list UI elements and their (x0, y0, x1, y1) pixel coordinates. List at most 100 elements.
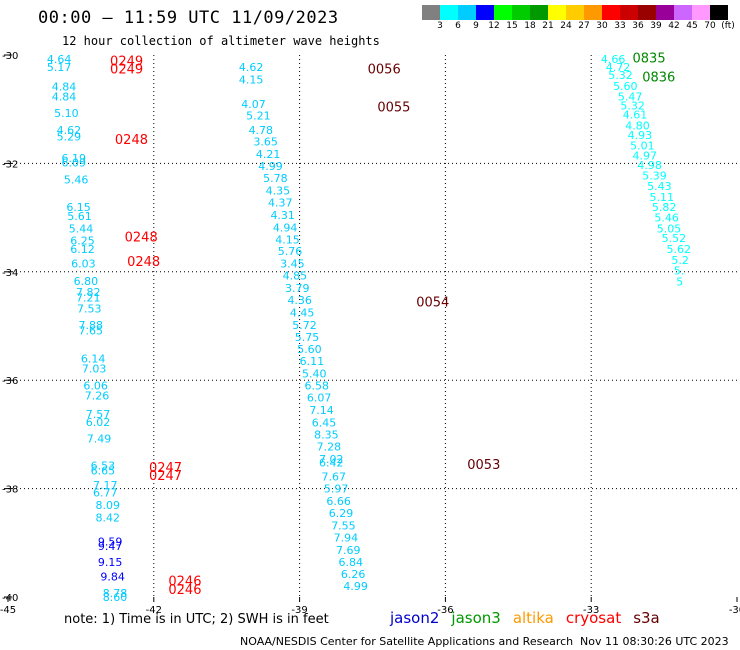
wave-height-value: 5.60 (613, 80, 638, 93)
wave-height-value: 4.84 (52, 91, 77, 104)
longitude-label: -39 (291, 605, 307, 616)
latitude-label: -38 (2, 485, 18, 496)
colorbar-swatch (656, 5, 674, 20)
wave-height-value: 5.40 (302, 368, 327, 381)
wave-height-value: 6.07 (307, 392, 332, 405)
wave-height-value: 4.07 (241, 98, 266, 111)
wave-height-value: 4.62 (57, 124, 82, 137)
legend-satellite-s3a: s3a (633, 609, 660, 627)
footer-timestamp: Nov 11 08:30:26 UTC 2023 (580, 635, 729, 648)
wave-height-value: 4.15 (239, 73, 264, 86)
colorbar-swatch (566, 5, 584, 20)
colorbar-tick-label: 3 (437, 21, 443, 31)
wave-height-value: 9.59 (98, 536, 123, 549)
wave-height-value: 5.11 (650, 191, 675, 204)
colorbar-swatch (494, 5, 512, 20)
colorbar-tick-label: 70 (704, 21, 716, 31)
colorbar-swatch (440, 5, 458, 20)
wave-height-value: 6.03 (71, 258, 96, 271)
wave-height-value: 8.78 (103, 587, 128, 600)
wave-height-value: 6.53 (91, 459, 116, 472)
colorbar-swatch (620, 5, 638, 20)
colorbar-swatch (422, 5, 440, 20)
wave-height-value: 4.62 (239, 61, 264, 74)
wave-height-value: 5.46 (654, 212, 679, 225)
legend-satellite-jason3: jason3 (451, 609, 501, 627)
colorbar-swatch (602, 5, 620, 20)
latitude-label: -32 (2, 159, 18, 170)
wave-height-value: 3.79 (285, 282, 310, 295)
colorbar-tick-label: 45 (686, 21, 698, 31)
pass-time-label: 0836 (642, 71, 675, 86)
wave-height-value: 9.15 (98, 556, 123, 569)
wave-height-value: 5.97 (324, 483, 349, 496)
pass-time-label: 0835 (633, 52, 666, 67)
wave-height-value: 4.84 (52, 80, 77, 93)
wave-height-value: 7.53 (77, 303, 102, 316)
colorbar-tick-label: 42 (668, 21, 680, 31)
wave-height-value: 7.69 (336, 544, 361, 557)
colorbar-tick-label: 9 (473, 21, 479, 31)
pass-time-label: 0247 (149, 469, 182, 484)
wave-height-value: 4.97 (633, 149, 658, 162)
wave-height-value: 4.72 (606, 61, 631, 74)
wave-height-value: 5.32 (620, 99, 645, 112)
wave-height-value: 5.01 (630, 140, 655, 153)
wave-height-value: 7.26 (85, 389, 110, 402)
wave-height-value: 6.02 (86, 416, 111, 429)
wave-height-value: 7.14 (309, 404, 334, 417)
wave-height-value: 5.47 (618, 91, 643, 104)
latitude-label: -34 (2, 268, 18, 279)
wave-height-value: 6.65 (91, 465, 116, 478)
wave-height-value: 5.05 (657, 222, 682, 235)
colorbar-swatch (674, 5, 692, 20)
legend-note: note: 1) Time is in UTC; 2) SWH is in fe… (64, 612, 329, 627)
colorbar (422, 5, 728, 20)
wave-height-value: 6.15 (66, 201, 91, 214)
wave-height-value: 5.75 (295, 331, 320, 344)
legend-satellite-altika: altika (512, 609, 554, 627)
wave-height-value: 7.02 (319, 453, 344, 466)
wave-height-value: 3.65 (253, 136, 278, 149)
wave-height-value: 7.03 (82, 362, 107, 375)
wave-height-value: 6.09 (61, 156, 86, 169)
wave-height-value: 8.35 (314, 428, 339, 441)
wave-height-value: 4.99 (258, 160, 283, 173)
wave-height-value: 7.49 (87, 433, 112, 446)
colorbar-swatch (512, 5, 530, 20)
pass-time-label: 0054 (416, 296, 449, 311)
wave-height-value: 6.80 (74, 275, 99, 288)
wave-height-value: 6.58 (304, 380, 329, 393)
wave-height-value: 5.62 (667, 243, 692, 256)
wave-height-value: 6.12 (70, 243, 95, 256)
wave-height-value: 6.45 (312, 416, 337, 429)
wave-height-value: 6.11 (300, 355, 325, 368)
colorbar-swatch (530, 5, 548, 20)
colorbar-swatch (638, 5, 656, 20)
wave-height-value: 4.61 (623, 109, 648, 122)
colorbar-tick-label: 33 (614, 21, 626, 31)
pass-time-label: 0248 (115, 133, 148, 148)
colorbar-swatch (548, 5, 566, 20)
wave-height-value: 6.25 (70, 234, 95, 247)
wave-height-value: 5.2 (671, 254, 689, 267)
wave-height-value: 5.43 (647, 180, 672, 193)
wave-height-value: 4.64 (47, 53, 72, 66)
wave-height-value: 8.09 (95, 499, 120, 512)
longitude-label: -33 (583, 605, 599, 616)
wave-height-value: 5.32 (608, 69, 633, 82)
wave-height-value: 6.26 (341, 568, 366, 581)
colorbar-tick-label: 18 (524, 21, 536, 31)
wave-height-value: 3.45 (280, 258, 305, 271)
wave-height-value: 8.42 (95, 511, 120, 524)
colorbar-tick-label: 30 (596, 21, 608, 31)
wave-height-value: 4.66 (601, 53, 626, 66)
wave-height-value: 5.82 (652, 201, 677, 214)
wave-height-value: 6.84 (338, 556, 363, 569)
pass-time-label: 0055 (377, 100, 410, 115)
wave-height-value: 7.55 (331, 519, 356, 532)
wave-height-value: 4.37 (268, 196, 293, 209)
latitude-label: -36 (2, 376, 18, 387)
colorbar-tick-label: 36 (632, 21, 644, 31)
